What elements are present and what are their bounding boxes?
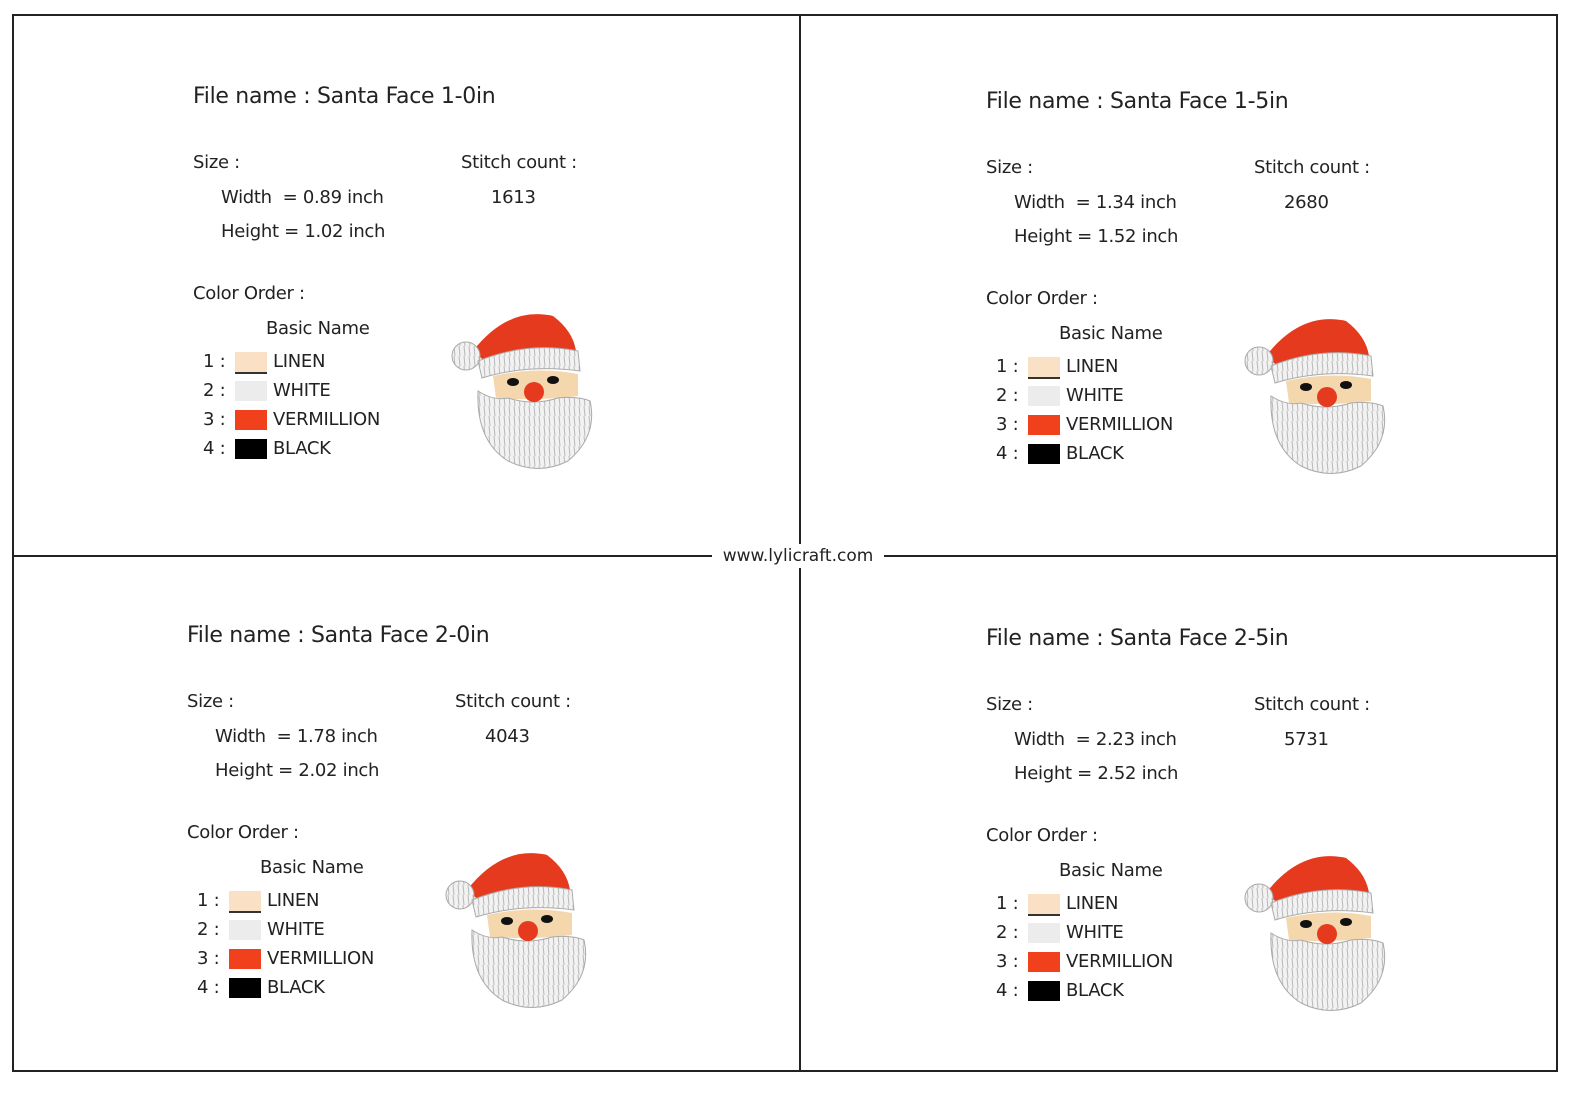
color-index: 4 :	[197, 977, 220, 998]
watermark: www.lylicraft.com	[712, 544, 884, 568]
santa-art	[1241, 311, 1391, 476]
color-name: VERMILLION	[267, 948, 375, 969]
santa-image	[1241, 311, 1391, 476]
file-name: File name : Santa Face 1-5in	[986, 89, 1289, 114]
color-name: VERMILLION	[1066, 951, 1174, 972]
height: Height = 1.52 inch	[1014, 226, 1179, 247]
swatch	[1028, 415, 1060, 435]
santa-image	[1241, 848, 1391, 1013]
column-header: Basic Name	[1059, 323, 1163, 344]
color-order-label: Color Order :	[986, 288, 1098, 309]
swatch	[1028, 894, 1060, 916]
swatch	[229, 949, 261, 969]
stitch-count-label: Stitch count :	[461, 152, 577, 173]
color-name: VERMILLION	[273, 409, 381, 430]
swatch	[229, 920, 261, 940]
frame	[12, 14, 1558, 1072]
color-index: 1 :	[996, 893, 1019, 914]
color-index: 3 :	[197, 948, 220, 969]
height: Height = 2.02 inch	[215, 760, 380, 781]
color-index: 4 :	[203, 438, 226, 459]
size-label: Size :	[986, 157, 1033, 178]
color-name: LINEN	[1066, 356, 1119, 377]
color-order-label: Color Order :	[986, 825, 1098, 846]
column-header: Basic Name	[260, 857, 364, 878]
color-name: LINEN	[1066, 893, 1119, 914]
stitch-count: 2680	[1284, 192, 1329, 213]
divider	[799, 14, 801, 1072]
color-name: BLACK	[273, 438, 331, 459]
stitch-count-label: Stitch count :	[1254, 157, 1370, 178]
size-label: Size :	[986, 694, 1033, 715]
stitch-count: 5731	[1284, 729, 1329, 750]
color-index: 2 :	[996, 385, 1019, 406]
swatch	[229, 978, 261, 998]
color-name: WHITE	[1066, 385, 1124, 406]
color-index: 1 :	[197, 890, 220, 911]
color-name: LINEN	[273, 351, 326, 372]
color-name: WHITE	[273, 380, 331, 401]
stitch-count: 1613	[491, 187, 536, 208]
width: Width = 0.89 inch	[221, 187, 384, 208]
stitch-count-label: Stitch count :	[1254, 694, 1370, 715]
color-index: 4 :	[996, 443, 1019, 464]
santa-image	[448, 306, 598, 471]
color-index: 2 :	[203, 380, 226, 401]
color-index: 2 :	[197, 919, 220, 940]
width: Width = 1.78 inch	[215, 726, 378, 747]
height: Height = 2.52 inch	[1014, 763, 1179, 784]
swatch	[1028, 923, 1060, 943]
size-label: Size :	[193, 152, 240, 173]
stitch-count: 4043	[485, 726, 530, 747]
color-name: BLACK	[1066, 443, 1124, 464]
color-index: 1 :	[996, 356, 1019, 377]
color-name: BLACK	[267, 977, 325, 998]
color-order-label: Color Order :	[187, 822, 299, 843]
santa-art	[448, 306, 598, 471]
santa-art	[1241, 848, 1391, 1013]
swatch	[1028, 386, 1060, 406]
swatch	[1028, 444, 1060, 464]
file-name: File name : Santa Face 2-0in	[187, 623, 490, 648]
color-index: 4 :	[996, 980, 1019, 1001]
height: Height = 1.02 inch	[221, 221, 386, 242]
santa-image	[442, 845, 592, 1010]
color-name: WHITE	[267, 919, 325, 940]
swatch	[235, 381, 267, 401]
swatch	[235, 352, 267, 374]
file-name: File name : Santa Face 1-0in	[193, 84, 496, 109]
color-index: 1 :	[203, 351, 226, 372]
width: Width = 1.34 inch	[1014, 192, 1177, 213]
santa-art	[442, 845, 592, 1010]
color-index: 2 :	[996, 922, 1019, 943]
color-name: LINEN	[267, 890, 320, 911]
swatch	[1028, 981, 1060, 1001]
color-name: VERMILLION	[1066, 414, 1174, 435]
width: Width = 2.23 inch	[1014, 729, 1177, 750]
stitch-count-label: Stitch count :	[455, 691, 571, 712]
size-label: Size :	[187, 691, 234, 712]
swatch	[229, 891, 261, 913]
column-header: Basic Name	[1059, 860, 1163, 881]
swatch	[1028, 357, 1060, 379]
color-index: 3 :	[203, 409, 226, 430]
swatch	[235, 410, 267, 430]
color-order-label: Color Order :	[193, 283, 305, 304]
file-name: File name : Santa Face 2-5in	[986, 626, 1289, 651]
swatch	[235, 439, 267, 459]
color-name: WHITE	[1066, 922, 1124, 943]
column-header: Basic Name	[266, 318, 370, 339]
swatch	[1028, 952, 1060, 972]
color-name: BLACK	[1066, 980, 1124, 1001]
color-index: 3 :	[996, 951, 1019, 972]
color-index: 3 :	[996, 414, 1019, 435]
